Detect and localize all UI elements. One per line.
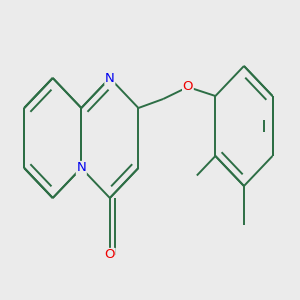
Text: O: O	[105, 248, 115, 262]
Text: O: O	[183, 80, 193, 94]
Text: N: N	[105, 71, 115, 85]
Text: N: N	[76, 161, 86, 175]
